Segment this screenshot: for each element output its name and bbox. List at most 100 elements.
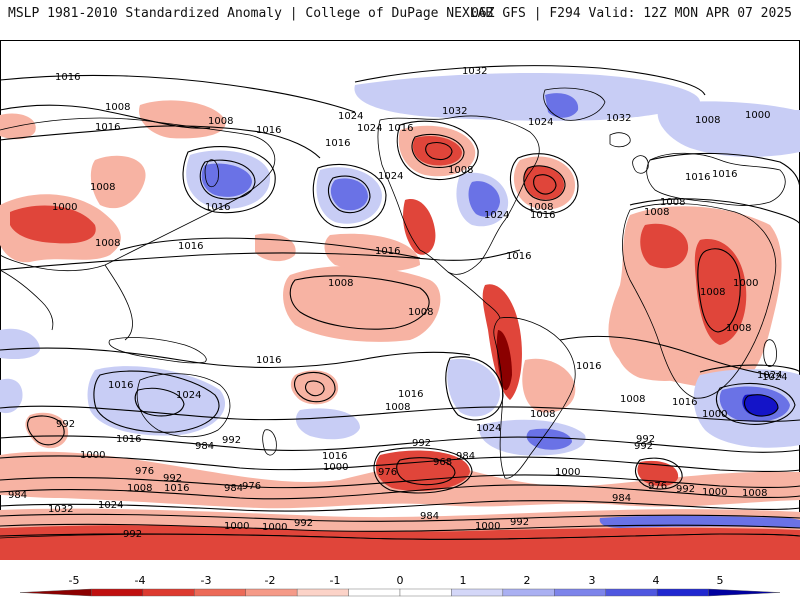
contour-label: 992 — [294, 518, 313, 529]
isobar-polar-1032 — [354, 65, 706, 96]
contour-label: 1008 — [127, 483, 152, 494]
contour-label: 976 — [378, 467, 397, 478]
isobar-south-atlantic-1016 — [559, 335, 771, 376]
legend-tick: -2 — [265, 574, 276, 587]
isobar-gulf-alaska-high — [312, 164, 387, 229]
header: MSLP 1981-2010 Standardized Anomaly | Co… — [0, 0, 800, 30]
anomaly-sahara-core — [640, 223, 689, 269]
isobar-south-pacific-low — [294, 372, 336, 403]
anomaly-arctic-high — [354, 73, 700, 121]
contour-label: 1024 — [357, 123, 382, 134]
contour-label: 1016 — [322, 451, 347, 462]
anomaly-southern-indian — [25, 412, 69, 449]
coast-africa — [622, 203, 777, 399]
anomaly-south-pacific-high — [87, 366, 226, 436]
contour-label: 984 — [195, 441, 214, 452]
legend-swatch — [91, 588, 144, 597]
legend-tick: 1 — [460, 574, 467, 587]
anomaly-andes-core — [496, 330, 512, 391]
legend-swatch — [19, 588, 92, 597]
contour-label: 976 — [648, 481, 667, 492]
anomaly-northeast-pacific-core — [201, 163, 252, 197]
contour-label: 1016 — [164, 483, 189, 494]
contour-label: 1016 — [398, 389, 423, 400]
isobar-s65-1000 — [0, 513, 800, 522]
isobar-north-1016 — [0, 74, 356, 113]
contour-label: 984 — [420, 511, 439, 522]
contour-label: 1016 — [375, 246, 400, 257]
isobar-atlantic-low-core — [533, 174, 557, 195]
contour-label: 992 — [222, 435, 241, 446]
legend-swatch — [656, 588, 709, 597]
isobar-s62-992 — [0, 500, 800, 512]
isobar-west-edge-low — [27, 415, 65, 446]
contour-label: 992 — [56, 419, 75, 430]
isobar-southern-ocean-low-inner — [396, 457, 456, 486]
isobar-atlantic-low — [509, 153, 579, 215]
isobar-indian-ocean-high — [699, 364, 800, 373]
contour-label: 1016 — [256, 355, 281, 366]
anomaly-antarctic-edge-blue — [599, 515, 800, 528]
coast-uk — [632, 155, 649, 174]
contour-label: 992 — [634, 441, 653, 452]
anomaly-scandinavia-high — [657, 101, 800, 157]
contour-label: 1008 — [95, 238, 120, 249]
contour-label: 1008 — [105, 102, 130, 113]
contour-label: 1008 — [90, 182, 115, 193]
isobar-indian-ocean-high-core — [743, 394, 779, 417]
legend-swatch — [605, 588, 658, 597]
contour-label: 1016 — [116, 434, 141, 445]
coast-south-america — [493, 317, 576, 479]
negative-anomaly-shading — [0, 100, 800, 560]
contour-label: 984 — [456, 451, 475, 462]
coast-greenland — [543, 87, 606, 121]
contour-label: 1016 — [325, 138, 350, 149]
isobar-tropical-1008 — [289, 275, 430, 330]
contour-label: 1024 — [528, 117, 553, 128]
legend-tick: 5 — [717, 574, 724, 587]
contour-label: 1000 — [323, 462, 348, 473]
contour-label: 1032 — [442, 106, 467, 117]
anomaly-north-pacific-low-core — [412, 135, 462, 166]
contour-label: 992 — [163, 473, 182, 484]
anomaly-gulf-of-alaska-core — [330, 178, 368, 211]
contour-label: 1032 — [462, 66, 487, 77]
anomaly-map: 1016 1032 1008 1016 1008 1024 1016 1024 … — [0, 40, 800, 560]
legend-swatch — [451, 588, 504, 597]
legend-tick: 3 — [589, 574, 596, 587]
contour-label: 1016 — [178, 241, 203, 252]
anomaly-greenland-core — [545, 93, 579, 118]
model-run-info: 06Z GFS | F294 Valid: 12Z MON APR 07 202… — [471, 6, 792, 21]
isobar-south-pacific-high — [93, 370, 220, 433]
contour-label: 1008 — [328, 278, 353, 289]
contour-label: 1000 — [555, 467, 580, 478]
legend-swatch — [554, 588, 606, 597]
anomaly-antarctic-band — [0, 524, 800, 560]
coast-madagascar — [763, 339, 777, 367]
legend-swatch — [245, 588, 298, 597]
contour-label: 1000 — [262, 522, 287, 533]
isobar-south-indian-low — [635, 457, 683, 490]
legend-tick: 4 — [653, 574, 660, 587]
contour-label: 1000 — [745, 110, 770, 121]
contour-label: 1000 — [702, 409, 727, 420]
contour-label: 1016 — [95, 122, 120, 133]
contour-label: 1024 — [378, 171, 403, 182]
isobar-gulf-alaska-high-inner — [327, 175, 371, 214]
contour-label: 1032 — [48, 504, 73, 515]
legend-swatch — [142, 588, 195, 597]
isobar-east-europe — [649, 152, 800, 191]
contour-label: 1000 — [224, 521, 249, 532]
contour-label: 1000 — [475, 521, 500, 532]
coast-central-america — [447, 271, 501, 319]
contour-label: 1016 — [506, 251, 531, 262]
isobar-s45-1000 — [0, 435, 800, 453]
legend-swatch — [708, 588, 781, 597]
isobar-pacific-high — [182, 146, 276, 214]
contour-label: 968 — [433, 457, 452, 468]
contour-label: 1024 — [476, 423, 501, 434]
legend-tick: -3 — [201, 574, 212, 587]
contour-label: 1016 — [108, 380, 133, 391]
contour-label: 992 — [636, 434, 655, 445]
legend-swatch — [296, 588, 349, 597]
